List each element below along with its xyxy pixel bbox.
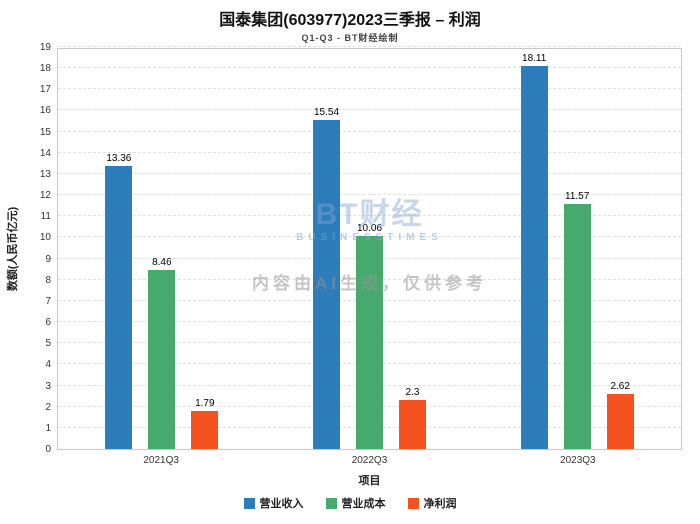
bar-series-0 [105, 166, 133, 449]
bar-wrap: 10.06 [356, 223, 383, 449]
bar-value-label: 2.62 [610, 380, 630, 392]
bar-series-2 [606, 393, 634, 449]
y-tick-label: 11 [40, 211, 51, 223]
bar-series-2 [191, 411, 219, 449]
bar-series-0 [520, 65, 548, 449]
y-tick-label: 9 [45, 253, 51, 265]
y-tick-label: 14 [39, 147, 51, 159]
gridline [58, 172, 681, 174]
bar-value-label: 18.11 [522, 52, 547, 64]
bar-value-label: 8.46 [152, 257, 172, 269]
y-tick-label: 8 [45, 274, 51, 286]
gridline [58, 194, 681, 196]
y-tick-label: 15 [39, 126, 51, 138]
gridline [58, 46, 681, 47]
bar-series-1 [356, 236, 383, 449]
bar-value-label: 1.79 [195, 398, 215, 410]
gridline [58, 215, 681, 217]
bar-wrap: 8.46 [148, 257, 176, 449]
y-tick-label: 13 [39, 168, 51, 180]
y-tick-label: 6 [45, 317, 51, 329]
y-tick-label: 3 [45, 380, 51, 392]
y-tick-label: 5 [45, 338, 51, 350]
x-tick-label: 2022Q3 [351, 455, 388, 466]
x-tick-label: 2023Q3 [560, 455, 596, 466]
y-tick-label: 10 [39, 232, 51, 244]
legend: 营业收入 营业成本 净利润 [0, 495, 700, 511]
y-tick-label: 19 [39, 42, 51, 53]
y-tick-label: 12 [39, 190, 51, 202]
y-tick-label: 1 [45, 422, 51, 434]
bar-wrap: 2.3 [399, 387, 426, 449]
legend-item-0[interactable]: 营业收入 [243, 495, 304, 511]
bar-groups: 13.36 8.46 1.79 15.54 10.06 2.3 18.11 11.57 2.62 [58, 49, 681, 449]
legend-label: 净利润 [423, 498, 457, 510]
y-tick-label: 18 [39, 63, 51, 75]
bar-value-label: 11.57 [565, 191, 590, 203]
legend-swatch [407, 497, 419, 509]
y-tick-label: 0 [45, 444, 51, 455]
bar-value-label: 10.06 [356, 223, 383, 235]
bar-series-0 [313, 120, 340, 449]
gridline [58, 88, 681, 90]
chart-subtitle: Q1-Q3 - BT财经绘制 [301, 33, 399, 43]
legend-swatch [325, 497, 337, 509]
bar-series-2 [399, 400, 426, 449]
plot-area: 13.36 8.46 1.79 15.54 10.06 2.3 18.11 11.57 2.62… [57, 46, 682, 450]
y-tick-label: 17 [39, 84, 51, 96]
y-tick-label: 7 [45, 295, 51, 307]
bar-series-1 [563, 204, 591, 449]
legend-label: 营业收入 [259, 498, 304, 510]
x-axis-ticks: 2021Q3 2022Q3 2023Q3 [57, 455, 682, 466]
bar-group-2021Q3: 13.36 8.46 1.79 [58, 49, 266, 449]
bar-group-2023Q3: 18.11 11.57 2.62 [473, 49, 681, 449]
gridline [58, 109, 681, 111]
legend-swatch [243, 497, 255, 509]
x-axis-title: 项目 [358, 475, 381, 487]
gridline [58, 151, 681, 153]
y-tick-label: 2 [45, 401, 51, 413]
bar-value-label: 2.3 [405, 387, 420, 399]
bar-wrap: 11.57 [563, 191, 591, 449]
bar-wrap: 18.11 [520, 52, 548, 449]
y-tick-label: 4 [45, 359, 51, 371]
gridline [58, 67, 681, 69]
x-tick-label: 2021Q3 [143, 455, 179, 466]
bar-group-2022Q3: 15.54 10.06 2.3 [266, 49, 474, 449]
bar-value-label: 15.54 [313, 107, 340, 119]
y-axis-ticks: 0 1 2 3 4 5 6 7 8 9 10 11 12 13 14 15 16 17 18 19 [0, 42, 51, 455]
legend-item-2[interactable]: 净利润 [407, 495, 457, 511]
bar-wrap: 2.62 [606, 380, 634, 449]
legend-label: 营业成本 [341, 498, 386, 510]
bar-series-1 [148, 270, 176, 449]
bar-value-label: 13.36 [106, 153, 132, 165]
bar-wrap: 13.36 [105, 153, 133, 449]
chart-title: 国泰集团(603977)2023三季报 – 利润 [219, 12, 481, 29]
bar-wrap: 15.54 [313, 107, 340, 449]
legend-item-1[interactable]: 营业成本 [325, 495, 386, 511]
y-tick-label: 16 [39, 105, 51, 117]
bar-wrap: 1.79 [191, 398, 219, 449]
gridline [58, 130, 681, 132]
